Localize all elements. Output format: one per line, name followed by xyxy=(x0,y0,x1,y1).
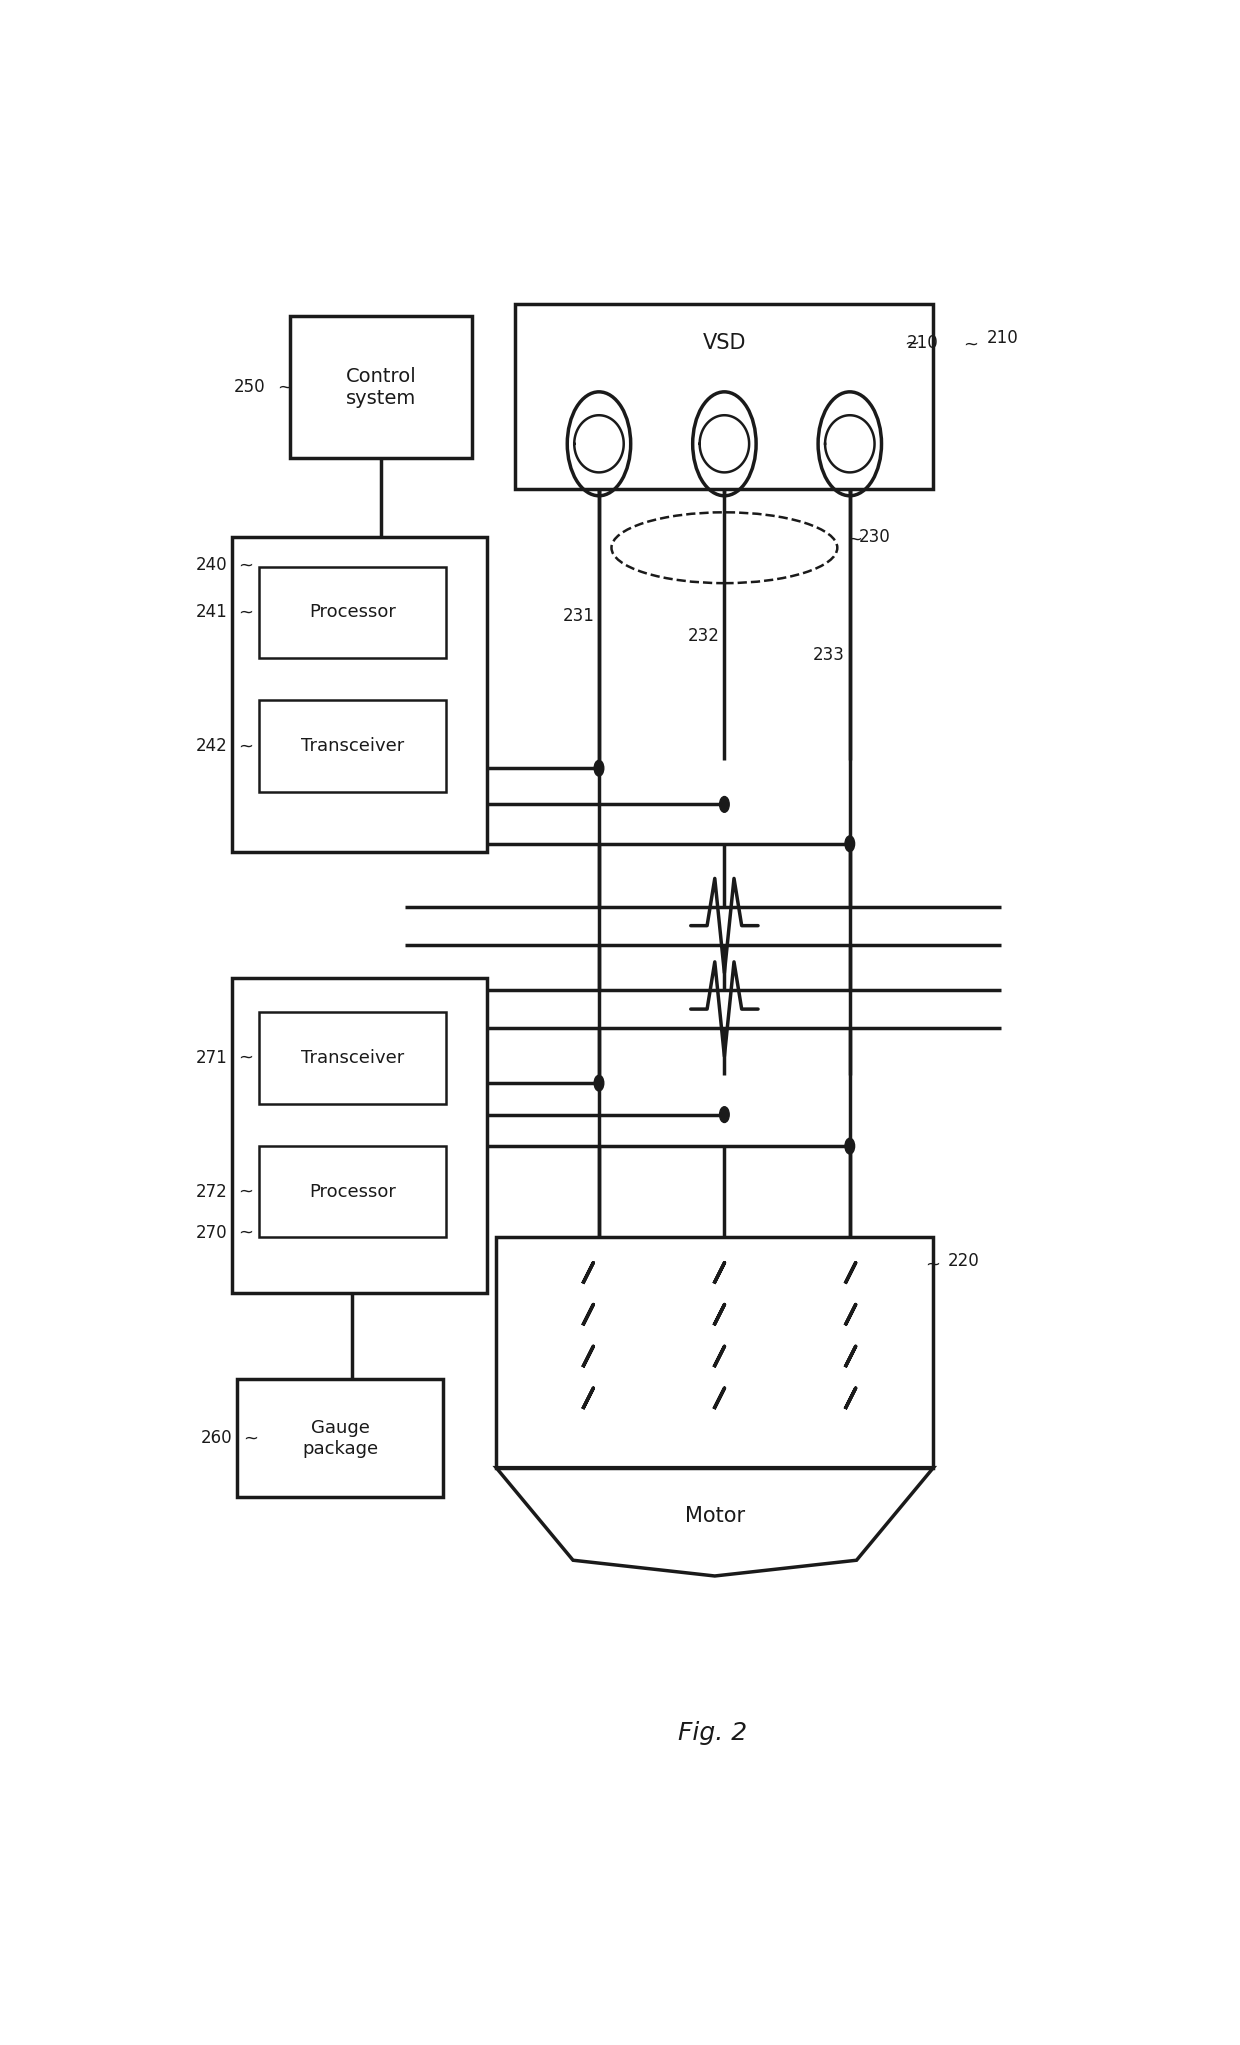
Text: 210: 210 xyxy=(906,333,939,352)
Text: Processor: Processor xyxy=(309,603,396,622)
Text: 210: 210 xyxy=(986,329,1018,348)
Bar xyxy=(232,978,486,1292)
Circle shape xyxy=(844,1139,854,1153)
Text: 250: 250 xyxy=(234,378,265,397)
Text: Transceiver: Transceiver xyxy=(301,736,404,755)
Text: ~: ~ xyxy=(925,1256,940,1274)
Text: 241: 241 xyxy=(196,603,227,622)
Circle shape xyxy=(719,798,729,812)
Text: ~: ~ xyxy=(238,556,254,575)
Circle shape xyxy=(594,1076,604,1090)
Text: 242: 242 xyxy=(196,736,227,755)
Circle shape xyxy=(719,1106,729,1123)
Bar xyxy=(237,1378,444,1497)
Text: ~: ~ xyxy=(277,378,293,397)
Text: 220: 220 xyxy=(947,1252,980,1270)
Text: ~: ~ xyxy=(238,1223,254,1241)
Text: Transceiver: Transceiver xyxy=(301,1049,404,1067)
Text: Control
system: Control system xyxy=(346,366,417,407)
Text: ~: ~ xyxy=(238,603,254,622)
Bar xyxy=(516,303,934,489)
Text: 270: 270 xyxy=(196,1223,227,1241)
Text: ~: ~ xyxy=(238,1049,254,1067)
Text: ~: ~ xyxy=(238,736,254,755)
Text: 231: 231 xyxy=(562,607,594,626)
Text: 232: 232 xyxy=(688,628,719,646)
Text: ~: ~ xyxy=(963,335,978,354)
Text: ~: ~ xyxy=(238,1182,254,1200)
Bar xyxy=(259,1145,446,1237)
Text: VSD: VSD xyxy=(703,333,746,354)
Text: ~: ~ xyxy=(847,532,862,548)
Text: Motor: Motor xyxy=(684,1507,745,1526)
Circle shape xyxy=(844,836,854,851)
Circle shape xyxy=(594,761,604,775)
Text: 233: 233 xyxy=(813,646,844,665)
Text: 230: 230 xyxy=(858,528,890,546)
Bar xyxy=(496,1237,934,1468)
Bar xyxy=(259,701,446,791)
Text: 240: 240 xyxy=(196,556,227,575)
Text: ~: ~ xyxy=(905,333,920,352)
Text: 271: 271 xyxy=(196,1049,227,1067)
Bar xyxy=(232,536,486,851)
Text: Fig. 2: Fig. 2 xyxy=(678,1722,746,1746)
Bar xyxy=(259,566,446,658)
Text: 260: 260 xyxy=(200,1429,232,1448)
Text: Processor: Processor xyxy=(309,1182,396,1200)
Text: ~: ~ xyxy=(243,1429,258,1448)
Bar xyxy=(290,317,472,458)
Text: Gauge
package: Gauge package xyxy=(301,1419,378,1458)
Text: 272: 272 xyxy=(196,1182,227,1200)
Bar xyxy=(259,1012,446,1104)
